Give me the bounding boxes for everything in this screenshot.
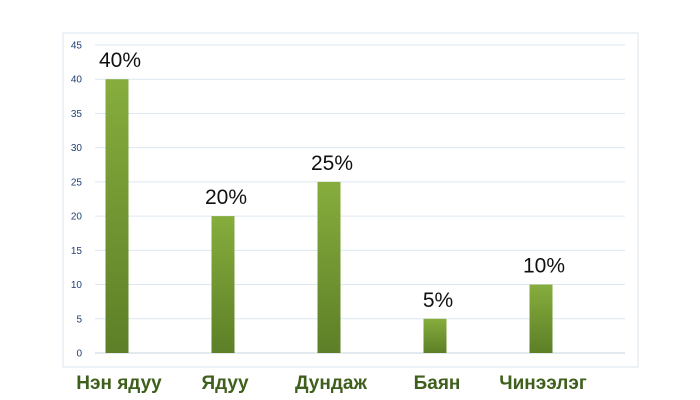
data-label-2: 20% [205, 186, 247, 209]
data-label-5: 10% [523, 255, 565, 278]
category-label-5: Чинээлэг [499, 373, 587, 394]
data-label-4: 5% [423, 289, 453, 312]
data-label-3: 25% [311, 152, 353, 175]
category-label-1: Нэн ядуу [76, 373, 162, 394]
y-tick-label-5: 5 [76, 314, 82, 325]
y-tick-label-20: 20 [71, 212, 83, 223]
category-label-2: Ядуу [201, 373, 249, 394]
data-labels: 40% 20% 25% 5% 10% [99, 49, 565, 312]
y-tick-label-0: 0 [76, 349, 82, 360]
category-label-3: Дундаж [295, 373, 367, 394]
x-axis-category-labels: Нэн ядуу Ядуу Дундаж Баян Чинээлэг [76, 373, 587, 394]
bar-2 [211, 216, 235, 353]
data-label-1: 40% [99, 49, 141, 72]
y-tick-label-40: 40 [71, 75, 83, 86]
bar-3 [317, 181, 341, 353]
y-tick-label-30: 30 [71, 143, 83, 154]
y-tick-label-15: 15 [71, 246, 83, 257]
bar-5 [529, 284, 553, 353]
y-tick-label-25: 25 [71, 177, 83, 188]
y-tick-label-45: 45 [71, 41, 83, 52]
category-label-4: Баян [414, 373, 461, 394]
bar-4 [423, 318, 447, 353]
bar-series [105, 79, 553, 353]
y-tick-label-10: 10 [71, 280, 83, 291]
bar-1 [105, 79, 129, 353]
y-tick-label-35: 35 [71, 109, 83, 120]
y-axis-tick-labels: 0 5 10 15 20 25 30 35 40 45 [71, 41, 83, 360]
